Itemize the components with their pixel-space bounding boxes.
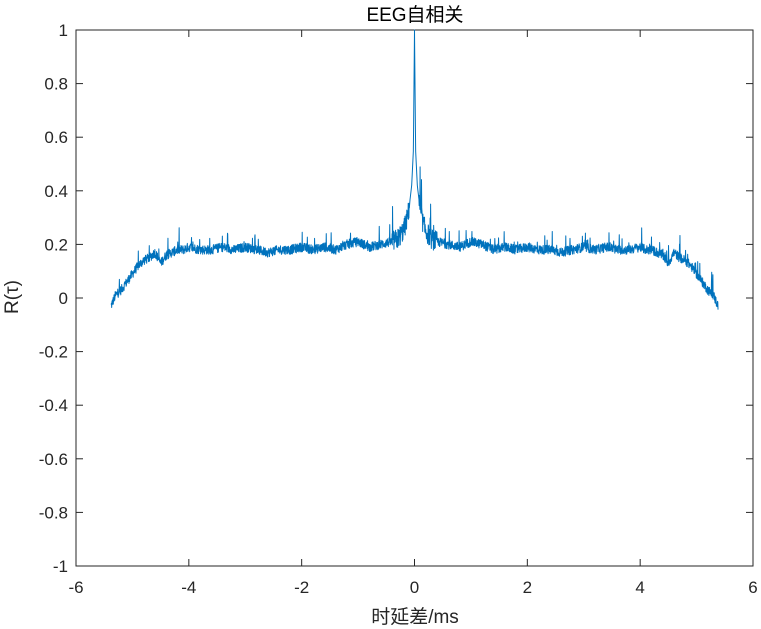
y-axis-label: R(τ) <box>2 280 23 314</box>
y-tick-label: 1 <box>59 21 68 40</box>
y-tick-label: 0 <box>59 289 68 308</box>
y-tick-label: -0.6 <box>39 450 68 469</box>
chart-title: EEG自相关 <box>366 4 463 26</box>
y-axis-ticks: -1 -0.8 -0.6 -0.4 -0.2 0 0.2 0.4 0.6 0.8 1 <box>39 21 753 576</box>
x-tick-label: -4 <box>181 578 196 597</box>
y-tick-label: 0.8 <box>44 75 68 94</box>
x-tick-label: 6 <box>748 578 757 597</box>
plot-area <box>75 29 754 567</box>
x-tick-label: 0 <box>410 578 419 597</box>
x-tick-label: 4 <box>635 578 644 597</box>
y-tick-label: -0.8 <box>39 503 68 522</box>
x-axis-ticks: -6 -4 -2 0 2 4 6 <box>68 30 758 597</box>
x-tick-label: -2 <box>294 578 309 597</box>
y-tick-label: -0.2 <box>39 343 68 362</box>
series-line <box>110 29 719 310</box>
x-tick-label: 2 <box>523 578 532 597</box>
y-tick-label: 0.4 <box>44 182 68 201</box>
y-tick-label: 0.2 <box>44 235 68 254</box>
y-tick-label: -0.4 <box>39 396 68 415</box>
y-tick-label: 0.6 <box>44 128 68 147</box>
x-axis-label: 时延差/ms <box>371 606 459 628</box>
y-tick-label: -1 <box>53 557 68 576</box>
x-tick-label: -6 <box>68 578 83 597</box>
